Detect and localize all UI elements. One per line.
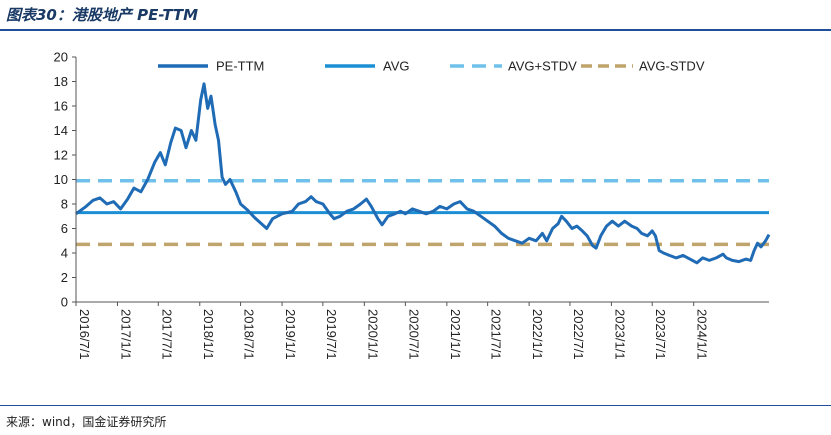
x-tick-label: 2023/7/1 [653,309,668,360]
legend-label: PE-TTM [216,59,264,74]
footer-rule [0,405,831,406]
y-tick-label: 0 [61,295,68,310]
x-tick-label: 2017/1/1 [118,309,133,360]
y-tick-label: 20 [54,50,68,65]
y-tick-label: 16 [54,99,68,114]
plot-area [75,82,771,265]
x-tick-label: 2016/7/1 [77,309,92,360]
x-tick-label: 2019/7/1 [324,309,339,360]
y-tick-label: 14 [54,123,68,138]
y-tick-label: 8 [61,197,68,212]
chart-title: 图表30：港股地产 PE-TTM [6,6,199,24]
y-axis: 0 2 4 6 8 10 12 14 16 18 20 [54,50,77,310]
y-tick-label: 4 [61,246,68,261]
x-tick-label: 2017/7/1 [159,309,174,360]
legend-label: AVG+STDV [508,59,577,74]
y-tick-label: 12 [54,148,68,163]
y-tick-label: 2 [61,270,68,285]
x-tick-label: 2020/1/1 [365,309,380,360]
x-tick-label: 2018/7/1 [242,309,257,360]
legend-label: AVG [383,59,410,74]
legend-label: AVG-STDV [639,59,705,74]
y-tick-label: 6 [61,221,68,236]
x-tick-label: 2018/1/1 [201,309,216,360]
source-note: 来源：wind，国金证券研究所 [6,415,167,429]
x-tick-label: 2019/1/1 [283,309,298,360]
x-tick-label: 2021/1/1 [448,309,463,360]
x-tick-label: 2024/1/1 [695,309,710,360]
x-tick-label: 2023/1/1 [612,309,627,360]
x-tick-label: 2022/1/1 [530,309,545,360]
x-tick-label: 2020/7/1 [406,309,421,360]
y-tick-label: 18 [54,74,68,89]
title-rule [0,29,831,31]
y-tick-label: 10 [54,172,68,187]
legend: PE-TTM AVG AVG+STDV AVG-STDV [158,59,705,74]
x-axis: 2016/7/1 2017/1/1 2017/7/1 2018/1/1 2018/7/1… [75,301,769,360]
pe-ttm-chart: PE-TTM AVG AVG+STDV AVG-STDV 0 2 4 6 8 10 12 14 16 1… [54,50,771,360]
series-line-pe-ttm [75,82,771,265]
x-tick-label: 2021/7/1 [489,309,504,360]
x-tick-label: 2022/7/1 [571,309,586,360]
